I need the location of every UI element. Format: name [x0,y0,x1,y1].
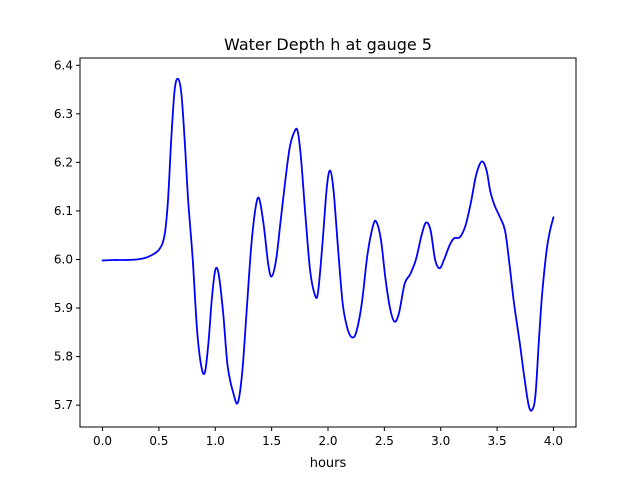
x-axis: 0.0 0.5 1.0 1.5 2.0 2.5 3.0 3.5 4.0 [93,427,563,448]
x-tick-label: 2.0 [318,434,337,448]
y-axis: 5.7 5.8 5.9 6.0 6.1 6.2 6.3 6.4 [54,58,80,412]
x-tick-label: 2.5 [375,434,394,448]
y-tick-label: 5.7 [54,398,73,412]
x-tick-label: 3.5 [488,434,507,448]
y-tick-label: 6.2 [54,155,73,169]
y-tick-label: 6.4 [54,58,73,72]
x-tick-label: 4.0 [544,434,563,448]
plot-frame [79,57,577,428]
series-line [101,77,555,412]
y-tick-label: 5.8 [54,350,73,364]
x-tick-label: 0.5 [149,434,168,448]
y-tick-label: 6.0 [54,252,73,266]
y-tick-label: 6.3 [54,107,73,121]
series-layer [101,77,555,412]
x-tick-label: 1.5 [262,434,281,448]
y-tick-label: 6.1 [54,204,73,218]
chart-title: Water Depth h at gauge 5 [224,35,432,54]
x-tick-label: 1.0 [206,434,225,448]
x-tick-label: 3.0 [431,434,450,448]
y-tick-label: 5.9 [54,301,73,315]
x-tick-label: 0.0 [93,434,112,448]
x-axis-label: hours [310,456,347,471]
